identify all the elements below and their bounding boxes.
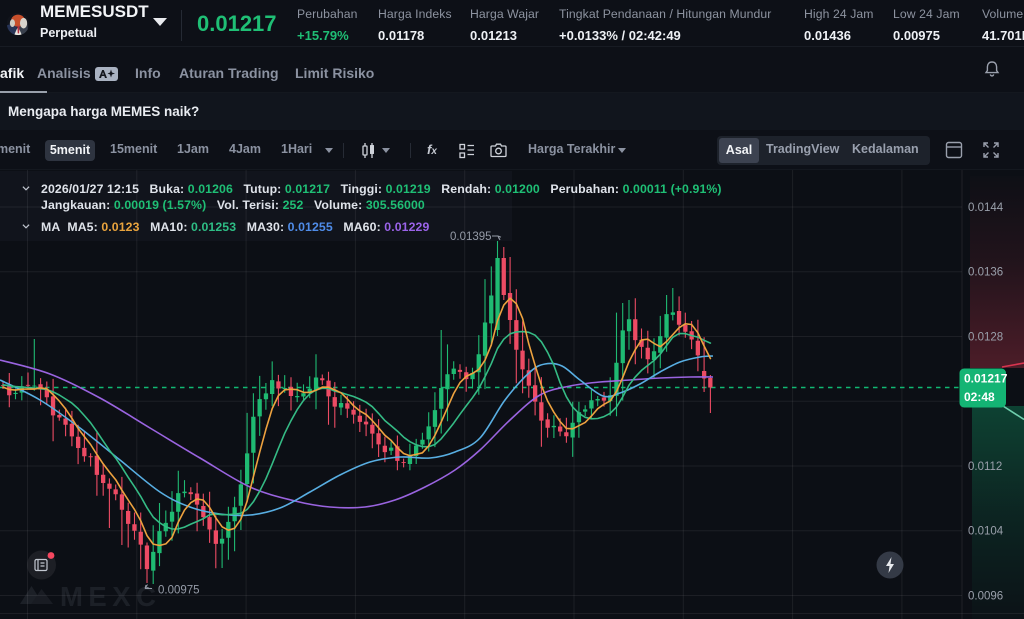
svg-text:0.0128: 0.0128 <box>968 332 1003 344</box>
svg-text:02:48: 02:48 <box>964 390 995 404</box>
svg-text:0.01395: 0.01395 <box>450 231 492 243</box>
svg-text:0.0136: 0.0136 <box>968 267 1003 279</box>
svg-text:0.0104: 0.0104 <box>968 526 1004 538</box>
svg-text:0.01217: 0.01217 <box>964 372 1008 386</box>
svg-text:0.0144: 0.0144 <box>968 202 1004 214</box>
svg-text:0.0096: 0.0096 <box>968 591 1003 603</box>
svg-text:0.00975: 0.00975 <box>158 585 200 597</box>
svg-text:MEXC: MEXC <box>60 581 161 612</box>
svg-text:0.0112: 0.0112 <box>968 461 1002 473</box>
